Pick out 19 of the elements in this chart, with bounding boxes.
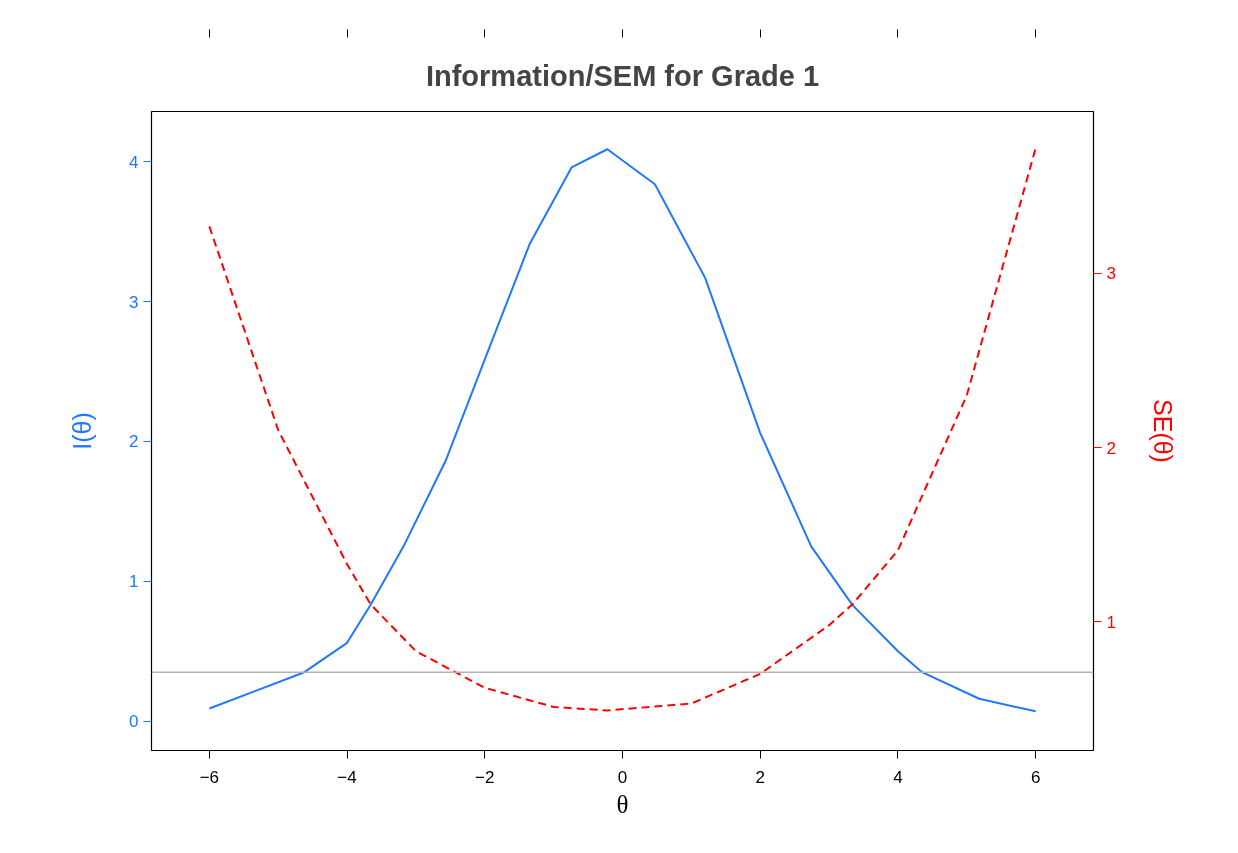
x-tick-label: 4: [893, 767, 903, 787]
y2-tick-label: 2: [1106, 438, 1116, 458]
x-tick-label: −6: [199, 767, 220, 787]
x-tick-label: −4: [337, 767, 357, 787]
x-tick-label: 6: [1030, 767, 1041, 787]
y-tick-label: 0: [129, 712, 139, 732]
y2-tick-label: 1: [1106, 612, 1116, 632]
y2-axis-title: SE(θ): [1148, 399, 1177, 463]
y-tick-label: 4: [129, 152, 139, 172]
y-tick-label: 1: [129, 572, 139, 592]
chart-title: Information/SEM for Grade 1: [425, 59, 820, 92]
y-axis-title: I(θ): [68, 412, 97, 450]
y-tick-label: 3: [129, 292, 139, 312]
y2-tick-label: 3: [1106, 264, 1116, 284]
x-axis-title: θ: [616, 790, 629, 818]
x-tick-label: 2: [755, 767, 765, 787]
y-tick-label: 2: [129, 432, 139, 452]
x-tick-label: −2: [475, 767, 495, 787]
x-tick-label: 0: [617, 767, 628, 787]
